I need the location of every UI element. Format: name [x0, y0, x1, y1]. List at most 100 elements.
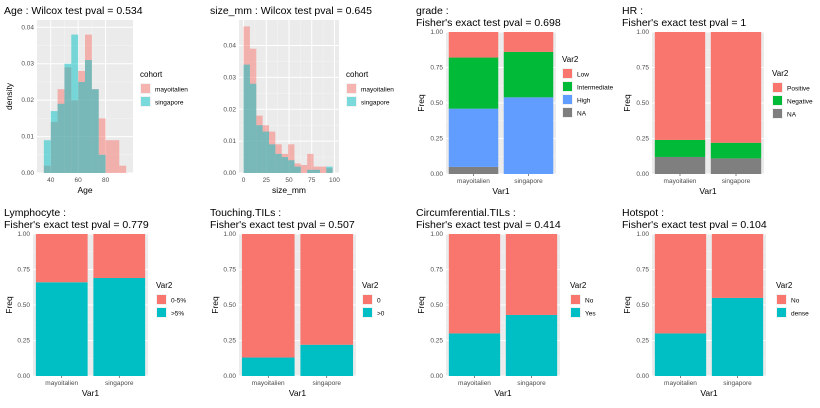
histogram-bar-singapore: [50, 111, 58, 173]
y-tick-label: 1.00: [17, 231, 30, 238]
y-tick-label: 0.25: [223, 338, 236, 345]
x-tick-label: mayoitalien: [458, 380, 491, 387]
chart-title: HR :: [622, 5, 643, 17]
histogram-bar-singapore: [269, 144, 276, 173]
x-tick-label: 75: [308, 177, 316, 184]
x-axis-label: size_mm: [272, 185, 306, 195]
y-tick-label: 0.00: [223, 373, 236, 380]
chart-title: size_mm : Wilcox test pval = 0.645: [210, 5, 372, 17]
histogram-bar-singapore: [71, 34, 79, 174]
chart-title: Circumferential.TILs :: [416, 207, 516, 219]
bar-segment: [654, 333, 707, 376]
y-axis-label: Freq: [622, 94, 632, 112]
bar-segment: [710, 142, 762, 159]
legend-item: mayoitalien: [361, 87, 394, 94]
x-tick-label: singapore: [312, 380, 341, 387]
y-tick-label: 1.00: [430, 29, 443, 36]
y-tick-label: 0.00: [21, 170, 34, 177]
bar-segment: [448, 234, 501, 334]
legend-swatch: [773, 83, 782, 92]
y-tick-label: 0.03: [223, 74, 236, 81]
chart-subtitle: Fisher's exact test pval = 0.507: [210, 219, 355, 231]
legend-item: Low: [577, 72, 589, 79]
chart-title: grade :: [416, 5, 449, 17]
histogram-bar-singapore: [249, 83, 257, 173]
histogram-bar-mayoitalien: [119, 165, 127, 173]
legend-item: Negative: [787, 99, 813, 106]
y-tick-label: 0.75: [430, 65, 443, 72]
legend-title: Var2: [362, 281, 379, 290]
legend-swatch: [141, 84, 150, 93]
legend-title: Var2: [156, 281, 173, 290]
y-tick-label: 0.75: [430, 267, 443, 274]
chart-grade: grade :Fisher's exact test pval = 0.698 0…: [416, 5, 614, 196]
x-tick-label: singapore: [514, 178, 543, 185]
histogram-bar-singapore: [64, 63, 72, 173]
y-tick-label: 0.25: [17, 338, 30, 345]
legend-item: Yes: [585, 311, 596, 318]
y-tick-label: 0.04: [21, 24, 34, 31]
legend-swatch: [571, 308, 580, 317]
legend-item: mayoitalien: [155, 87, 188, 94]
histogram-bar-singapore: [85, 60, 92, 174]
chart-subtitle: Fisher's exact test pval = 1: [622, 17, 746, 29]
bar-segment: [93, 234, 146, 279]
bar-segment: [710, 32, 762, 143]
x-tick-label: 50: [285, 177, 293, 184]
chart-title: Hotspot :: [622, 207, 664, 219]
y-axis-label: Freq: [210, 296, 220, 314]
legend-item: singapore: [361, 100, 390, 107]
x-tick-label: 80: [102, 177, 110, 184]
bar-segment: [300, 234, 354, 345]
y-tick-label: 0.00: [430, 171, 443, 178]
legend-item: No: [585, 298, 594, 305]
y-tick-label: 0.02: [21, 97, 34, 104]
bar-segment: [505, 314, 558, 376]
y-tick-label: 0.00: [430, 373, 443, 380]
legend-item: >5%: [171, 311, 184, 318]
bar-segment: [241, 234, 295, 358]
x-axis-label: Var1: [494, 388, 512, 398]
histogram-bar-singapore: [307, 169, 314, 173]
histogram-bar-singapore: [313, 169, 320, 173]
legend-title: Var2: [570, 281, 587, 290]
legend-swatch: [777, 308, 786, 317]
histogram-bar-mayoitalien: [112, 140, 120, 173]
y-tick-label: 0.00: [17, 373, 30, 380]
chart-hr: HR :Fisher's exact test pval = 1 0.00 0.25…: [622, 5, 813, 196]
histogram-bar-singapore: [91, 89, 99, 173]
legend-title: Var2: [772, 69, 789, 78]
histogram-bar-singapore: [243, 64, 250, 173]
histogram-bar-singapore: [294, 166, 301, 173]
bar-segment: [448, 333, 501, 376]
chart-title: Touching.TILs :: [210, 207, 281, 219]
legend-swatch: [563, 108, 572, 117]
bar-segment: [503, 32, 554, 52]
x-tick-label: 25: [263, 177, 271, 184]
bar-segment: [448, 108, 499, 167]
bar-segment: [711, 234, 764, 298]
bar-segment: [654, 156, 706, 174]
y-tick-label: 0.50: [430, 302, 443, 309]
bar-segment: [654, 32, 706, 140]
legend-item: No: [791, 298, 800, 305]
bar-segment: [654, 139, 706, 157]
y-tick-label: 0.03: [21, 61, 34, 68]
x-tick-label: 100: [329, 177, 340, 184]
chart-subtitle: Fisher's exact test pval = 0.104: [622, 219, 767, 231]
bar-segment: [241, 357, 295, 376]
histogram-bar-singapore: [256, 125, 263, 173]
legend-swatch: [157, 308, 166, 317]
legend-swatch: [773, 96, 782, 105]
y-axis-label: Freq: [416, 296, 426, 314]
bar-segment: [300, 344, 354, 376]
legend-swatch: [773, 109, 782, 118]
bar-segment: [35, 282, 88, 376]
x-tick-label: singapore: [722, 178, 751, 185]
y-tick-label: 0.75: [17, 267, 30, 274]
y-tick-label: 0.00: [636, 171, 649, 178]
legend-swatch: [363, 308, 372, 317]
bar-segment: [503, 51, 554, 98]
legend-swatch: [571, 295, 580, 304]
chart-title: Lymphocyte :: [4, 207, 66, 219]
